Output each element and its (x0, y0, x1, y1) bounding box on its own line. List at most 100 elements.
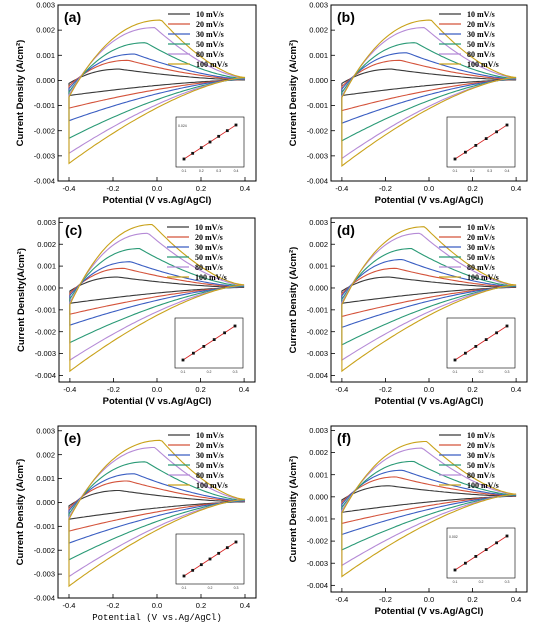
inset-fit-line (454, 124, 508, 160)
inset-x-tick-label: 0.1 (453, 580, 458, 584)
inset-x-tick-label: 0.1 (181, 370, 186, 374)
y-tick-label: -0.004 (307, 371, 328, 380)
inset-point (199, 563, 203, 567)
y-tick-label: -0.002 (34, 126, 55, 135)
inset-point (495, 331, 498, 335)
y-tick-label: 0.003 (37, 218, 56, 227)
inset-point (181, 358, 185, 362)
x-tick-label: -0.4 (335, 184, 348, 193)
inset-plot: 0.1 0.2 0.3 (175, 533, 245, 590)
y-tick-label: 0.001 (36, 474, 55, 483)
y-tick-label: -0.003 (307, 349, 328, 358)
x-axis-label: Potential (V vs.Ag/AgCl) (375, 396, 484, 407)
y-tick-label: 0.000 (309, 492, 328, 501)
cv-panel-2: 0.003 0.002 0.001 0.000 -0.001 -0.002 -0.003 -0… (288, 1, 528, 206)
inset-plot: 0.1 0.2 0.3 (446, 317, 516, 374)
x-tick-label: 0.2 (196, 601, 206, 610)
inset-point (464, 351, 467, 355)
y-tick-label: 0.000 (36, 76, 55, 85)
inset-fit-line (454, 535, 508, 571)
inset-point (202, 345, 206, 348)
y-tick-label: 0.001 (37, 262, 56, 271)
x-tick-label: -0.2 (379, 184, 392, 193)
y-tick-label: -0.001 (34, 101, 55, 110)
y-tick-label: -0.002 (307, 126, 328, 135)
inset-x-tick-label: 0.3 (233, 370, 238, 374)
legend-entry: 20 mV/s (467, 233, 495, 242)
legend-entry: 100 mV/s (196, 481, 228, 490)
cv-panel-4: 0.003 0.002 0.001 0.000 -0.001 -0.002 -0.003 -0… (288, 217, 528, 407)
legend-entry: 80 mV/s (467, 50, 495, 59)
cv-curve-50mvs (341, 248, 517, 346)
inset-point (464, 561, 467, 565)
x-axis-label: Potential (V vs.Ag/AgCl) (103, 195, 212, 206)
inset-plot: 0.1 0.2 0.3 0.002 (446, 527, 516, 584)
cv-curve-30mvs (68, 473, 246, 544)
y-tick-label: -0.004 (307, 581, 328, 590)
y-tick-label: 0.001 (36, 51, 55, 60)
legend-entry: 10 mV/s (195, 223, 223, 232)
x-tick-label: 0.0 (152, 184, 162, 193)
y-tick-label: -0.001 (307, 305, 328, 314)
legend-entry: 30 mV/s (467, 243, 495, 252)
legend-entry: 20 mV/s (467, 441, 495, 450)
cv-curve-50mvs (69, 248, 245, 344)
legend-entry: 30 mV/s (467, 451, 495, 460)
x-tick-label: -0.4 (335, 595, 348, 604)
inset-point (191, 151, 195, 155)
legend-entry: 100 mV/s (196, 60, 228, 69)
y-tick-label: -0.004 (34, 594, 55, 603)
y-tick-label: -0.004 (34, 177, 55, 186)
legend-entry: 50 mV/s (467, 461, 495, 470)
y-tick-label: -0.003 (34, 151, 55, 160)
cv-curve-100mvs (341, 226, 517, 373)
y-tick-label: -0.001 (307, 515, 328, 524)
panel-label: (b) (337, 9, 355, 25)
legend-entry: 50 mV/s (196, 40, 224, 49)
cv-curve-100mvs (69, 224, 245, 373)
y-tick-label: -0.001 (34, 522, 55, 531)
cv-curve-100mvs (341, 440, 517, 578)
legend-entry: 80 mV/s (196, 50, 224, 59)
y-tick-label: 0.002 (36, 450, 55, 459)
inset-point (199, 146, 203, 150)
y-tick-label: 0.001 (309, 470, 328, 479)
panel-label: (f) (337, 430, 351, 446)
x-tick-label: 0.0 (152, 385, 162, 394)
y-axis-label: Current Density(A/cm²) (16, 248, 27, 352)
legend-entry: 30 mV/s (467, 30, 495, 39)
x-tick-label: 0.4 (240, 601, 250, 610)
inset-x-tick-label: 0.1 (453, 169, 458, 173)
x-tick-label: 0.2 (467, 385, 477, 394)
y-tick-label: 0.002 (309, 26, 328, 35)
legend-entry: 30 mV/s (195, 243, 223, 252)
inset-point (495, 130, 498, 134)
inset-point (453, 568, 457, 572)
x-tick-label: 0.0 (424, 595, 434, 604)
y-tick-label: 0.003 (309, 218, 328, 227)
inset-point (208, 140, 212, 144)
y-tick-label: 0.003 (36, 1, 55, 10)
legend-entry: 10 mV/s (467, 223, 495, 232)
inset-point (453, 157, 457, 161)
x-tick-label: -0.2 (379, 385, 392, 394)
inset-point (505, 324, 509, 328)
inset-x-tick-label: 0.1 (182, 586, 187, 590)
inset-point (208, 557, 212, 561)
legend-entry: 80 mV/s (196, 471, 224, 480)
y-tick-label: 0.000 (36, 498, 55, 507)
legend-entry: 100 mV/s (467, 60, 499, 69)
x-tick-label: 0.4 (511, 385, 521, 394)
legend-entry: 20 mV/s (196, 20, 224, 29)
legend-entry: 100 mV/s (195, 273, 227, 282)
y-tick-label: 0.000 (37, 284, 56, 293)
x-tick-label: 0.2 (467, 595, 477, 604)
y-axis-label: Current Density (A/cm²) (288, 247, 299, 354)
inset-plot: 0.1 0.2 0.3 0.4 (446, 116, 516, 173)
y-tick-label: -0.003 (34, 570, 55, 579)
x-axis-label: Potential (V vs.Ag/AgCl) (375, 606, 484, 617)
inset-point (233, 324, 237, 328)
legend-entry: 10 mV/s (467, 10, 495, 19)
inset-x-tick-label: 0.1 (182, 169, 187, 173)
